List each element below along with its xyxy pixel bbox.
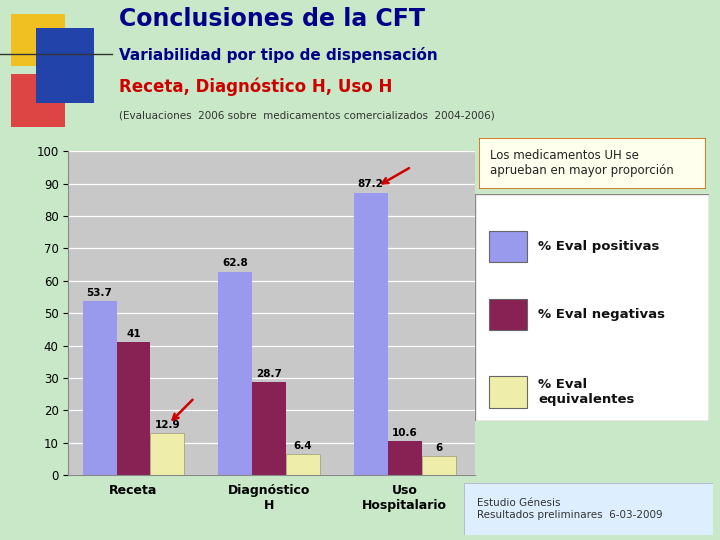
Bar [150, 434, 184, 475]
Text: (Evaluaciones  2006 sobre  medicamentos comercializados  2004-2006): (Evaluaciones 2006 sobre medicamentos co… [119, 110, 495, 120]
Text: Variabilidad por tipo de dispensación: Variabilidad por tipo de dispensación [119, 47, 438, 63]
Text: % Eval
equivalentes: % Eval equivalentes [539, 377, 635, 406]
Text: 6: 6 [435, 442, 442, 453]
Bar [83, 301, 117, 475]
Bar [490, 376, 527, 408]
Text: 28.7: 28.7 [256, 369, 282, 379]
Bar [218, 272, 252, 475]
Text: 62.8: 62.8 [222, 259, 248, 268]
Text: Los medicamentos UH se
aprueban en mayor proporción: Los medicamentos UH se aprueban en mayor… [490, 150, 674, 177]
Text: 10.6: 10.6 [392, 428, 418, 437]
Bar [388, 441, 422, 475]
Bar [11, 14, 65, 66]
Bar [11, 75, 65, 127]
Bar [252, 382, 286, 475]
Text: Estudio Génesis
Resultados preliminares  6-03-2009: Estudio Génesis Resultados preliminares … [477, 498, 662, 519]
Text: % Eval negativas: % Eval negativas [539, 308, 665, 321]
Text: Conclusiones de la CFT: Conclusiones de la CFT [119, 7, 425, 31]
Bar [117, 342, 150, 475]
Text: 12.9: 12.9 [155, 420, 180, 430]
Text: 41: 41 [126, 329, 141, 339]
Text: 53.7: 53.7 [86, 288, 112, 298]
Bar [354, 193, 388, 475]
Bar [36, 28, 94, 103]
Bar [490, 231, 527, 262]
Bar [422, 456, 456, 475]
Text: 87.2: 87.2 [358, 179, 384, 190]
Bar [286, 455, 320, 475]
Text: 6.4: 6.4 [294, 441, 312, 451]
Bar [490, 299, 527, 330]
Text: Receta, Diagnóstico H, Uso H: Receta, Diagnóstico H, Uso H [119, 77, 392, 96]
Text: % Eval positivas: % Eval positivas [539, 240, 660, 253]
